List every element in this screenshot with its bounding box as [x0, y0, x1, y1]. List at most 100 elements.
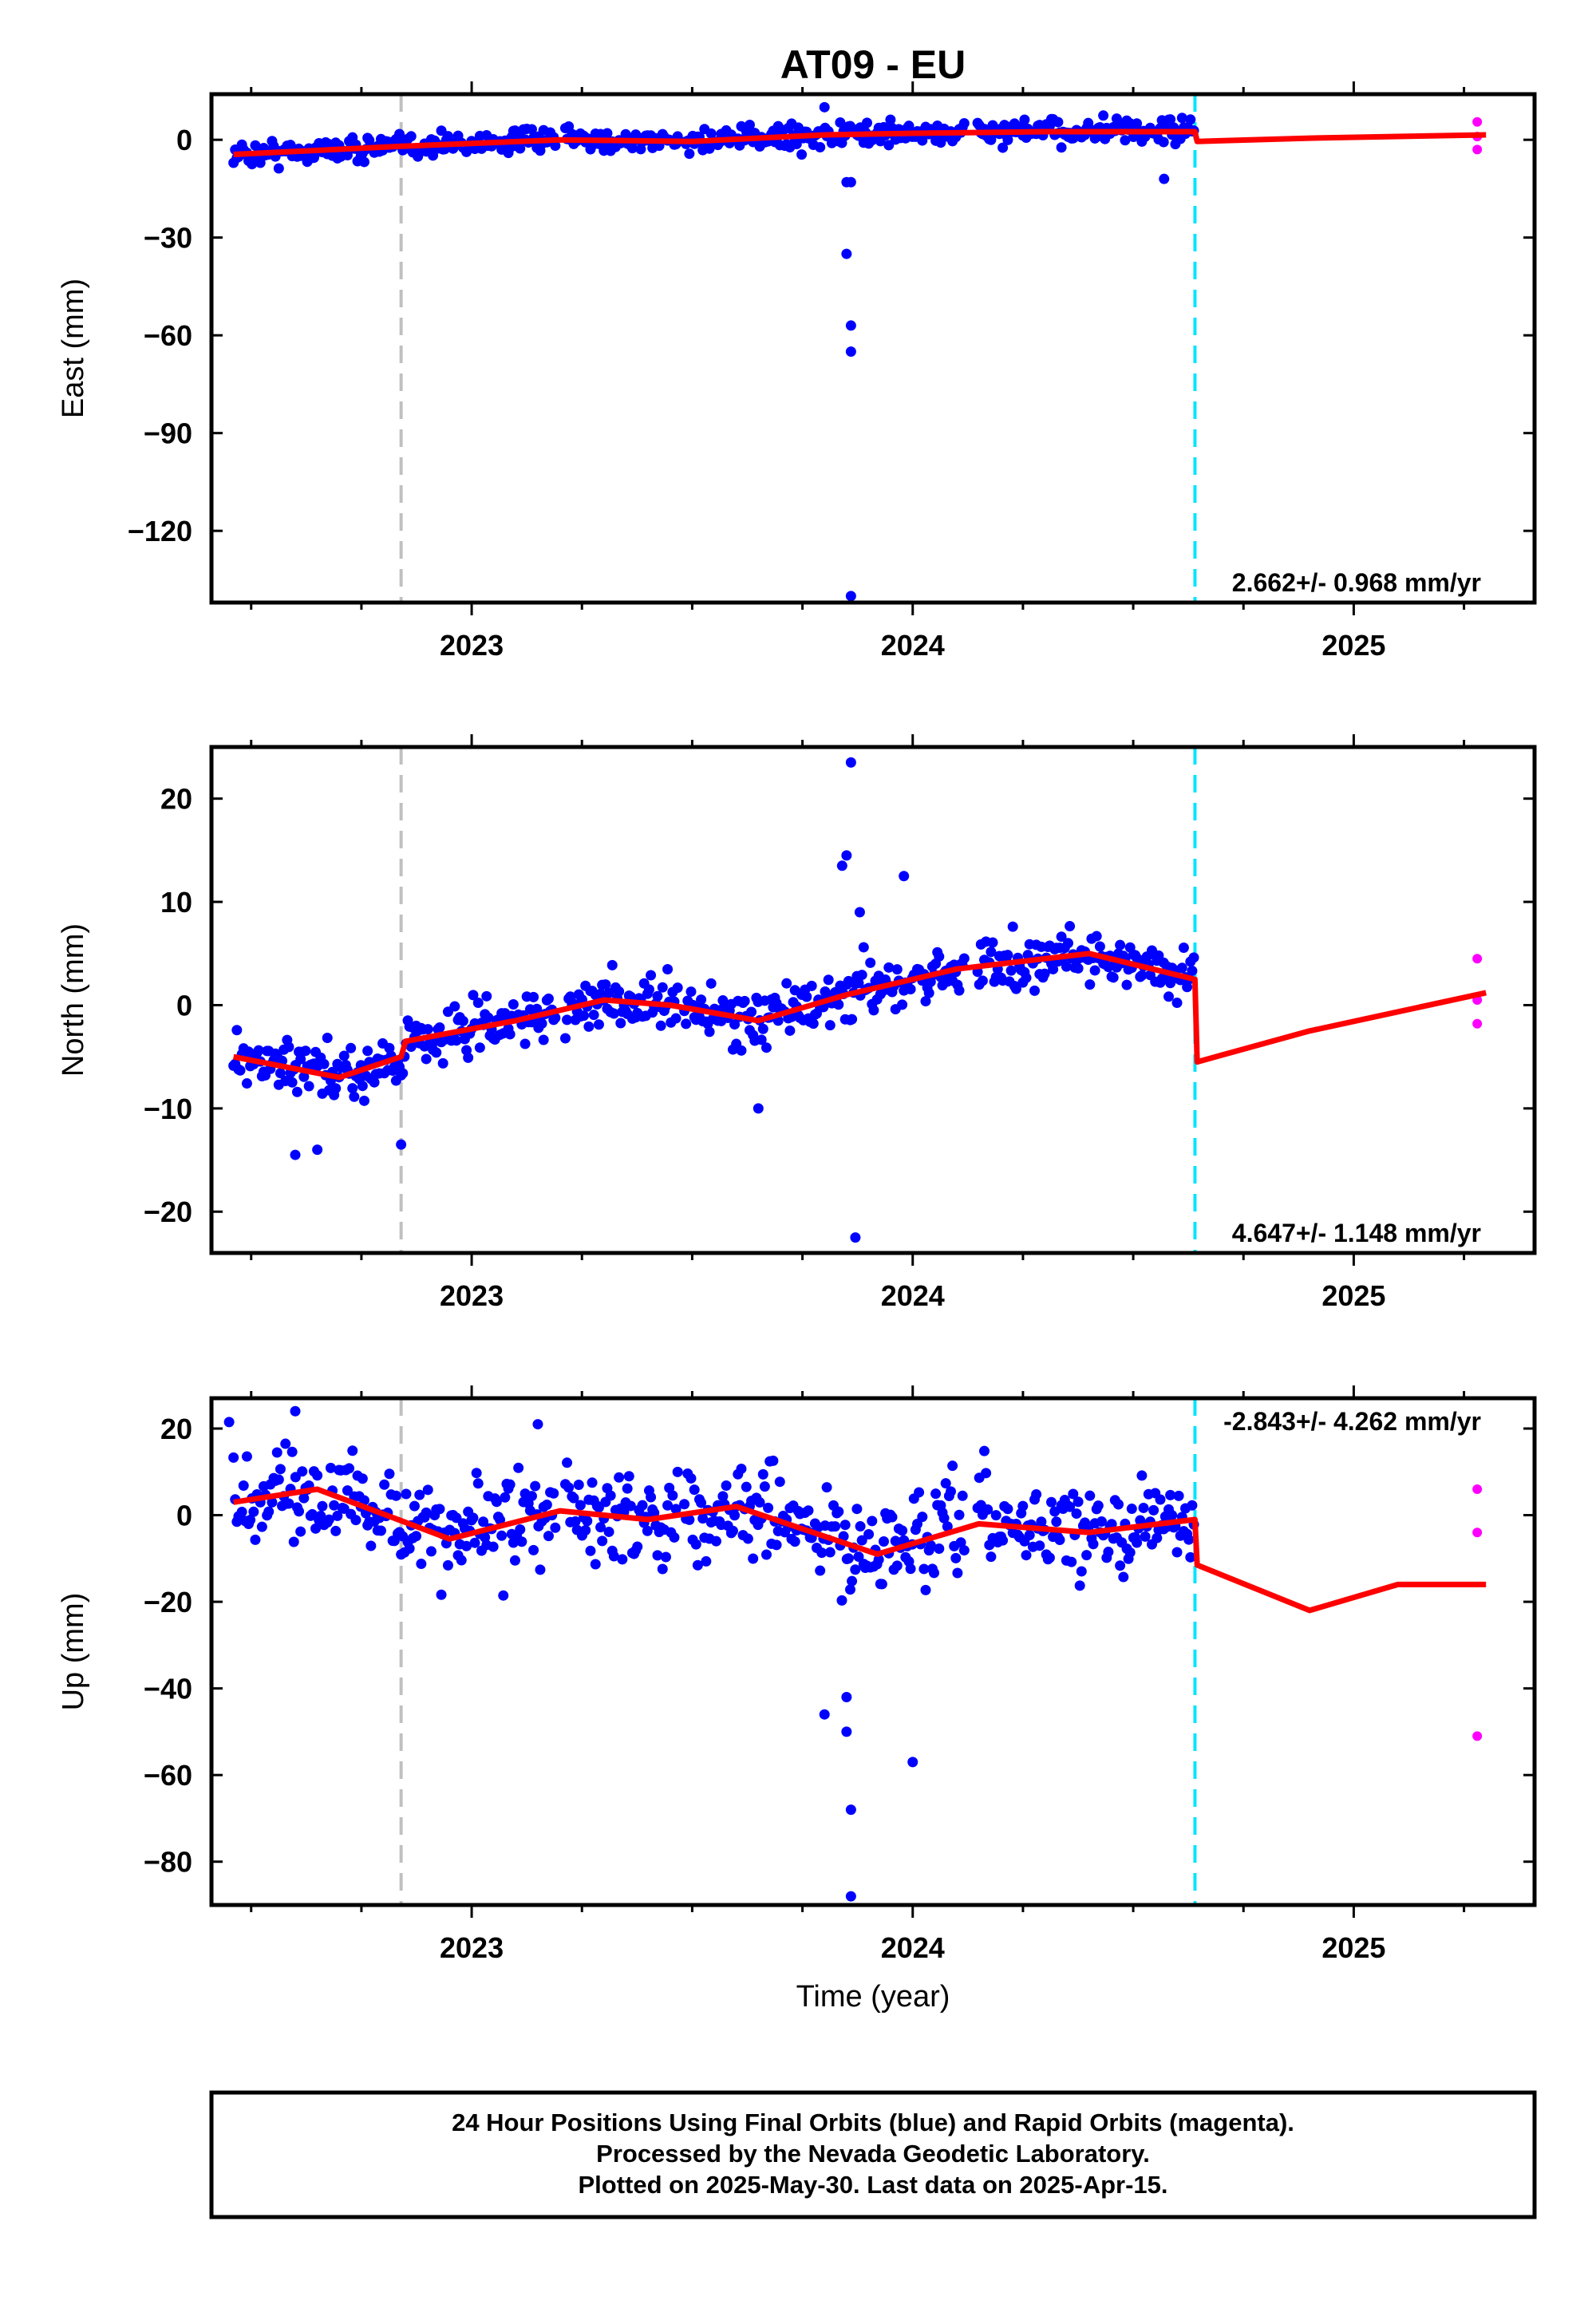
y-tick-label: 0 [176, 1500, 192, 1532]
final-orbit-point [1126, 1504, 1137, 1515]
model-curve [233, 1486, 1487, 1614]
final-orbit-point [816, 1547, 828, 1559]
final-orbit-point [1187, 1500, 1198, 1511]
final-orbit-point [595, 1522, 606, 1533]
final-orbit-point [986, 1551, 997, 1563]
final-orbit-point [1108, 972, 1119, 983]
final-orbit-point [1094, 941, 1105, 952]
final-orbit-point [841, 1691, 852, 1702]
final-orbit-point [615, 1018, 626, 1029]
final-orbit-point [981, 1468, 992, 1479]
final-orbit-point [1176, 113, 1187, 124]
plot-frame [209, 92, 1537, 605]
final-orbit-point [288, 1536, 299, 1547]
final-orbit-point [451, 1035, 462, 1046]
plot-area [228, 747, 1487, 1253]
final-orbit-point [532, 1419, 543, 1430]
final-orbit-point [1113, 1499, 1124, 1510]
final-orbit-point [705, 978, 717, 989]
final-orbit-point [562, 1014, 573, 1026]
rapid-orbit-point [1472, 1018, 1483, 1029]
final-orbit-point [396, 1139, 407, 1150]
final-orbit-point [903, 121, 915, 132]
final-orbit-point [236, 1506, 247, 1517]
final-orbit-point [940, 1478, 951, 1489]
final-orbit-point [662, 1500, 674, 1511]
final-orbit-point [298, 1492, 310, 1504]
final-orbit-point [1002, 134, 1013, 145]
final-orbit-point [815, 1565, 826, 1576]
y-tick-label: 10 [160, 886, 192, 919]
final-orbit-point [923, 987, 934, 998]
footer-line-1: 24 Hour Positions Using Final Orbits (bl… [452, 2109, 1294, 2136]
y-tick-label: −40 [144, 1673, 192, 1705]
final-orbit-point [593, 1019, 604, 1030]
final-orbit-point [585, 1545, 596, 1556]
final-orbit-point [1036, 1516, 1047, 1528]
final-orbit-point [1010, 983, 1021, 994]
final-orbit-point [562, 1457, 573, 1468]
final-orbit-point [883, 962, 895, 973]
final-orbit-point [456, 1555, 467, 1566]
final-orbit-point [823, 974, 834, 986]
y-tick-label: −20 [144, 1586, 192, 1618]
final-orbit-point [899, 871, 910, 882]
final-orbit-point [528, 991, 539, 1002]
final-orbit-point [342, 1485, 353, 1496]
final-orbit-point [844, 1584, 855, 1595]
rapid-orbit-point [1472, 144, 1483, 155]
final-orbit-point [300, 1045, 311, 1057]
final-orbit-point [404, 1543, 415, 1554]
final-orbit-point [697, 1513, 709, 1524]
final-orbit-point [998, 142, 1009, 153]
final-orbit-point [504, 1479, 516, 1490]
x-tick-label: 2025 [1321, 629, 1385, 662]
final-orbit-point [642, 1525, 653, 1536]
final-orbit-point [905, 1563, 916, 1575]
final-orbit-point [325, 1462, 336, 1473]
final-orbit-point [1029, 985, 1040, 996]
final-orbit-point [1165, 978, 1176, 989]
final-orbit-point [830, 1521, 841, 1532]
final-orbit-point [504, 1029, 516, 1040]
final-orbit-point [1171, 998, 1183, 1009]
final-orbit-point [845, 591, 856, 602]
final-orbit-point [1017, 1500, 1029, 1512]
final-orbit-point [528, 1544, 539, 1555]
final-orbit-point [347, 1445, 358, 1456]
final-orbit-point [617, 1554, 628, 1565]
final-orbit-point [568, 1492, 579, 1504]
north-panel: 20 10 0 −10 −20 2023 2024 2025 North (mm) 4.647+/… [57, 734, 1537, 1312]
final-orbit-point [1148, 1504, 1159, 1516]
final-orbit-point [1061, 961, 1072, 972]
final-orbit-point [689, 1484, 700, 1496]
final-orbit-point [672, 1466, 683, 1477]
final-orbit-point [756, 1034, 767, 1045]
final-orbit-point [1007, 921, 1018, 932]
final-orbit-point [347, 1083, 358, 1094]
final-orbit-point [605, 1490, 616, 1501]
final-orbit-point [753, 1103, 764, 1114]
final-orbit-point [729, 1510, 741, 1521]
final-orbit-point [905, 983, 916, 994]
final-orbit-point [526, 1491, 537, 1502]
final-orbit-point [614, 986, 625, 997]
final-orbit-point [500, 1492, 511, 1503]
final-orbit-point [781, 978, 792, 989]
final-orbit-point [488, 1541, 499, 1552]
final-orbit-point [685, 1472, 697, 1484]
final-orbit-point [845, 320, 856, 331]
final-orbit-point [390, 1490, 401, 1501]
final-orbit-point [280, 1438, 291, 1449]
final-orbit-point [1115, 1560, 1126, 1571]
final-orbit-point [1048, 963, 1059, 974]
model-curve [232, 951, 1487, 1081]
final-orbit-point [865, 957, 876, 968]
final-orbit-point [685, 986, 697, 998]
final-orbit-point [669, 1531, 680, 1543]
final-orbit-point [434, 1022, 445, 1034]
final-orbit-point [891, 964, 903, 975]
final-orbit-point [342, 149, 353, 160]
final-orbit-point [1039, 968, 1050, 979]
final-orbit-point [290, 1405, 301, 1417]
